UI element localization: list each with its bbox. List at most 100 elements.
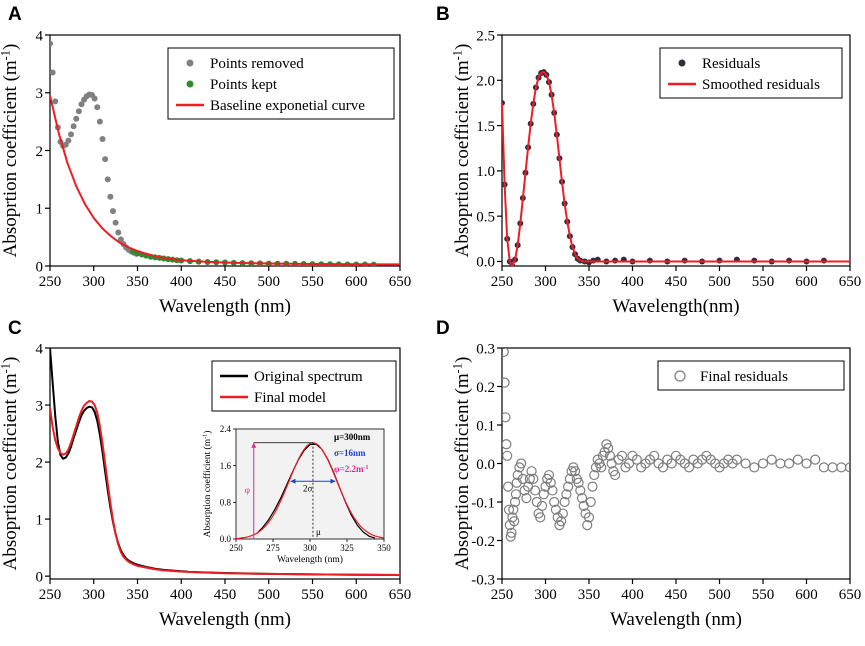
legend-box xyxy=(659,47,843,99)
point-final-residuals xyxy=(502,348,509,357)
point-final-residuals xyxy=(575,485,586,496)
y-tick-label: 3 xyxy=(36,398,44,414)
y-axis-label-close: ) xyxy=(452,357,473,363)
point-final-residuals xyxy=(810,454,821,465)
legend-box xyxy=(167,47,395,120)
inset-two-sigma-label: 2σ xyxy=(303,483,313,493)
point-final-residuals xyxy=(801,458,812,469)
y-axis-label-close: ) xyxy=(202,431,213,434)
point-points-removed xyxy=(68,131,74,138)
inset-chart: 250 275 300 325 350 0.0 0.8 1.6 2.4 Wavelength (n… xyxy=(188,419,394,571)
y-tick-label: -0.3 xyxy=(471,572,495,588)
x-tick-label: 250 xyxy=(39,274,62,290)
x-tick-label: 450 xyxy=(665,274,688,290)
x-tick-label: 600 xyxy=(795,587,818,603)
x-tick-label: 250 xyxy=(491,274,514,290)
x-tick-label: 300 xyxy=(303,543,317,553)
x-tick-label: 550 xyxy=(301,587,324,603)
point-final-residuals xyxy=(766,454,777,465)
y-tick-label: 1.0 xyxy=(476,164,495,180)
inset-gaussian-fit xyxy=(236,442,384,539)
point-final-residuals xyxy=(818,462,830,473)
x-axis-label: Wavelength (nm) xyxy=(610,609,742,630)
point-final-residuals xyxy=(509,496,521,508)
legend: Original spectrum Final model xyxy=(211,360,397,412)
x-tick-label: 650 xyxy=(389,587,412,603)
point-final-residuals xyxy=(564,473,575,484)
legend: Final residuals xyxy=(657,360,845,391)
x-tick-label: 300 xyxy=(83,274,106,290)
point-final-residuals xyxy=(596,462,607,473)
y-tick-label: 0 xyxy=(36,259,44,275)
point-final-residuals xyxy=(502,377,510,388)
point-final-residuals xyxy=(556,516,567,527)
y-tick-label: 4 xyxy=(36,28,44,44)
y-tick-label: 0 xyxy=(36,569,44,585)
x-tick-label: 400 xyxy=(621,587,644,603)
y-axis-label: Absorption coefficient (m-1) xyxy=(202,431,213,538)
legend-label-smoothed-residuals: Smoothed residuals xyxy=(702,77,820,93)
point-final-residuals xyxy=(509,516,520,527)
y-axis-label: Absoprtion coefficient (m-1) xyxy=(450,44,473,258)
y-axis-label: Absoprtion coefficient (m-1) xyxy=(0,357,21,571)
y-axis-label-unit: -1 xyxy=(203,434,209,439)
point-points-removed xyxy=(96,118,103,125)
point-final-residuals xyxy=(543,469,555,481)
point-final-residuals xyxy=(783,458,795,469)
y-axis-label-unit: -1 xyxy=(450,50,464,60)
panel-b: B 250 300 350 400 450 500 550 600 650 0.0 0.5 1.0 1.5… xyxy=(436,4,861,317)
y-tick-label: 0.2 xyxy=(476,380,495,396)
point-points-removed xyxy=(70,123,77,130)
legend-swatch-residuals xyxy=(678,59,686,67)
inset-mu-label: μ xyxy=(316,527,321,537)
point-final-residuals xyxy=(649,450,660,461)
panel-letter: C xyxy=(8,318,22,339)
point-final-residuals xyxy=(512,469,523,481)
x-tick-label: 600 xyxy=(345,274,368,290)
x-tick-label: 350 xyxy=(578,274,601,290)
y-axis-label-unit: -1 xyxy=(0,363,12,373)
point-final-residuals xyxy=(502,412,511,423)
y-tick-label: 2 xyxy=(36,144,44,160)
y-tick-label: 0.5 xyxy=(476,209,495,225)
point-points-removed xyxy=(50,69,56,76)
point-final-residuals xyxy=(836,462,847,473)
x-tick-label: 400 xyxy=(170,587,193,603)
x-tick-label: 600 xyxy=(345,587,368,603)
y-tick-label: 2.5 xyxy=(476,28,495,44)
legend-label-baseline-exponetial-curve: Baseline exponetial curve xyxy=(210,98,365,114)
inset-phi-text: φ=2.2m-1 xyxy=(334,464,369,474)
series-line-baseline-exponetial-curve xyxy=(50,95,400,266)
y-axis-label-main: Absoprtion coefficient (m xyxy=(452,373,473,570)
inset-fit-group xyxy=(236,442,384,539)
x-tick-label: 250 xyxy=(39,587,62,603)
inset-sigma-text: σ=16nm xyxy=(334,448,366,458)
legend-label-points-removed: Points removed xyxy=(210,56,304,72)
point-final-residuals xyxy=(545,477,556,488)
point-final-residuals xyxy=(506,527,517,538)
y-axis-label-close: ) xyxy=(452,44,473,50)
inset-phi-arrowhead xyxy=(251,442,257,448)
point-points-removed xyxy=(65,137,72,144)
y-tick-label: -0.2 xyxy=(471,534,495,550)
point-final-residuals xyxy=(731,454,743,465)
point-final-residuals xyxy=(657,462,669,473)
point-final-residuals xyxy=(573,477,584,488)
x-tick-label: 600 xyxy=(795,274,818,290)
point-final-residuals xyxy=(536,500,548,511)
legend-label-final-model: Final model xyxy=(254,390,326,406)
inset-sigma-arrowhead-left xyxy=(290,478,296,484)
y-axis-label-close: ) xyxy=(0,44,21,50)
point-final-residuals xyxy=(526,466,537,477)
x-tick-label: 300 xyxy=(534,587,557,603)
x-tick-label: 500 xyxy=(708,587,731,603)
plot-frame xyxy=(235,428,385,540)
point-final-residuals xyxy=(505,531,516,542)
series-group xyxy=(50,348,400,576)
inset-sigma-arrowhead-right xyxy=(330,478,336,484)
y-tick-label: 1.5 xyxy=(476,119,495,135)
y-tick-label: 0.0 xyxy=(476,255,495,271)
point-final-residuals xyxy=(827,462,838,473)
inset-phi-text-main: φ=2.2m xyxy=(334,464,364,474)
y-axis-label-unit: -1 xyxy=(0,50,12,60)
